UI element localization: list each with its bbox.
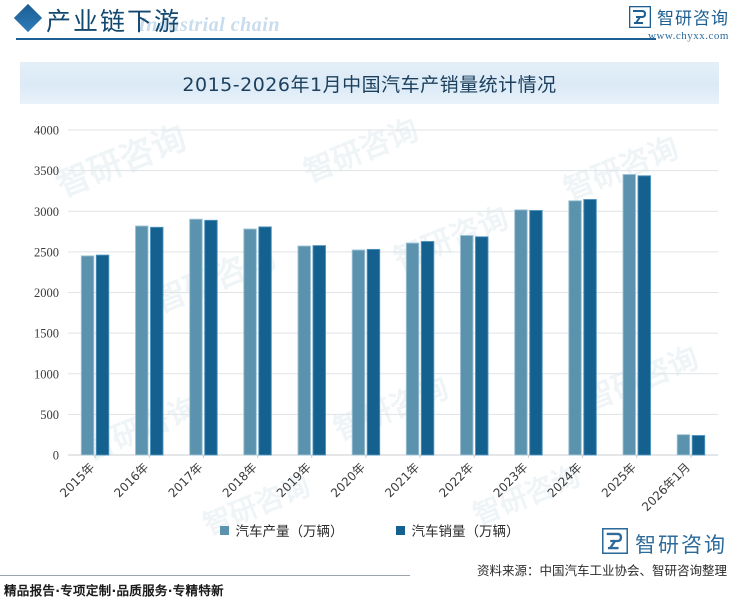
chyxx-logo-icon (628, 5, 652, 28)
bar[interactable]: 2021年 汽车产量（万辆）: 2608 (405, 242, 420, 456)
y-axis-tick-label: 2500 (34, 245, 59, 259)
page-header: Industrial chain 产业链下游 智研咨询 www.chyxx.co… (0, 0, 739, 52)
footer-brand-logo: 智研咨询 (601, 527, 727, 559)
bar[interactable]: 2020年 汽车产量（万辆）: 2523 (351, 249, 366, 456)
y-axis-tick-label: 4000 (34, 124, 59, 138)
brand-name: 智研咨询 (657, 9, 729, 29)
y-axis-tick-label: 3000 (34, 205, 59, 219)
bar[interactable]: 2020年 汽车销量（万辆）: 2531 (366, 248, 381, 456)
bar[interactable]: 2026年1月 汽车销量（万辆）: 240 (691, 435, 706, 456)
chart-plot-area: 智研咨询智研咨询智研咨询智研咨询智研咨询智研咨询智研咨询智研咨询智研咨询智研咨询… (0, 104, 739, 542)
chart-source-note: 资料来源：中国汽车工业协会、智研咨询整理 (476, 563, 727, 578)
brand-logo: 智研咨询 (628, 4, 729, 29)
footer-tagline: 精品报告·专项定制·品质服务·专精特新 (4, 583, 224, 598)
x-axis-tick-label: 2016年 (111, 460, 151, 500)
x-axis-tick-label: 2015年 (57, 460, 97, 500)
diamond-icon (13, 3, 43, 33)
legend-swatch-icon (395, 525, 405, 535)
x-axis-tick-label: 2026年1月 (639, 460, 693, 514)
x-axis-tick-label: 2019年 (274, 460, 314, 500)
x-axis-tick-label: 2017年 (166, 460, 206, 500)
bar[interactable]: 2015年 汽车产量（万辆）: 2450 (80, 255, 95, 456)
page-title: 产业链下游 (46, 7, 182, 36)
header-divider (16, 38, 656, 40)
legend-label: 汽车销量（万辆） (411, 524, 520, 540)
y-axis-tick-label: 2000 (34, 286, 59, 300)
footer-divider (0, 575, 410, 576)
x-axis-tick-label: 2025年 (599, 460, 639, 500)
bar[interactable]: 2016年 汽车销量（万辆）: 2803 (150, 226, 164, 456)
bar[interactable]: 2024年 汽车销量（万辆）: 3144 (583, 199, 597, 456)
bar[interactable]: 2019年 汽车销量（万辆）: 2577 (312, 245, 326, 456)
chart-legend: 汽车产量（万辆） 汽车销量（万辆） (0, 520, 739, 540)
bar[interactable]: 2021年 汽车销量（万辆）: 2628 (420, 241, 435, 456)
x-axis-tick-label: 2023年 (491, 460, 531, 500)
bar[interactable]: 2016年 汽车产量（万辆）: 2819 (135, 225, 149, 456)
bar[interactable]: 2018年 汽车产量（万辆）: 2781 (243, 228, 257, 456)
x-axis-tick-label: 2022年 (436, 460, 476, 500)
bar[interactable]: 2026年1月 汽车产量（万辆）: 250 (676, 434, 691, 456)
x-axis-tick-label: 2024年 (545, 460, 585, 500)
y-axis-tick-label: 0 (53, 449, 59, 463)
y-axis-tick-label: 1000 (34, 367, 59, 381)
chart-title-band: 2015-2026年1月中国汽车产销量统计情况 (20, 62, 719, 104)
bar[interactable]: 2017年 汽车销量（万辆）: 2888 (204, 219, 218, 456)
bar[interactable]: 2022年 汽车销量（万辆）: 2686 (475, 236, 489, 456)
chyxx-logo-icon (601, 527, 629, 559)
bar[interactable]: 2022年 汽车产量（万辆）: 2702 (460, 235, 474, 456)
bar[interactable]: 2015年 汽车销量（万辆）: 2460 (95, 254, 110, 456)
footer-brand-name: 智研咨询 (635, 532, 727, 557)
bar-chart: 0 500 1000 1500 2000 2500 3000 3500 4000 2015年 汽车… (34, 124, 718, 514)
bar[interactable]: 2017年 汽车产量（万辆）: 2902 (189, 218, 203, 456)
chart-title: 2015-2026年1月中国汽车产销量统计情况 (182, 73, 557, 96)
legend-item[interactable]: 汽车产量（万辆） (219, 520, 344, 540)
bar[interactable]: 2018年 汽车销量（万辆）: 2808 (258, 226, 272, 456)
x-axis-tick-label: 2018年 (220, 460, 260, 500)
bar[interactable]: 2019年 汽车产量（万辆）: 2572 (297, 245, 311, 456)
legend-label: 汽车产量（万辆） (235, 524, 344, 540)
bar[interactable]: 2025年 汽车销量（万辆）: 3436 (637, 175, 651, 456)
y-axis-tick-label: 1500 (34, 327, 59, 341)
x-axis-tick-label: 2020年 (328, 460, 368, 500)
brand-url: www.chyxx.com (648, 30, 729, 42)
bar[interactable]: 2023年 汽车销量（万辆）: 3009 (529, 210, 543, 456)
y-axis-tick-label: 500 (40, 408, 59, 422)
x-axis-tick-label: 2021年 (382, 460, 422, 500)
bar[interactable]: 2025年 汽车产量（万辆）: 3452 (622, 174, 636, 456)
y-axis-tick-label: 3500 (34, 164, 59, 178)
legend-swatch-icon (219, 525, 229, 535)
bar[interactable]: 2023年 汽车产量（万辆）: 3016 (514, 209, 528, 456)
bar[interactable]: 2024年 汽车产量（万辆）: 3128 (568, 200, 582, 456)
legend-item[interactable]: 汽车销量（万辆） (395, 520, 520, 540)
